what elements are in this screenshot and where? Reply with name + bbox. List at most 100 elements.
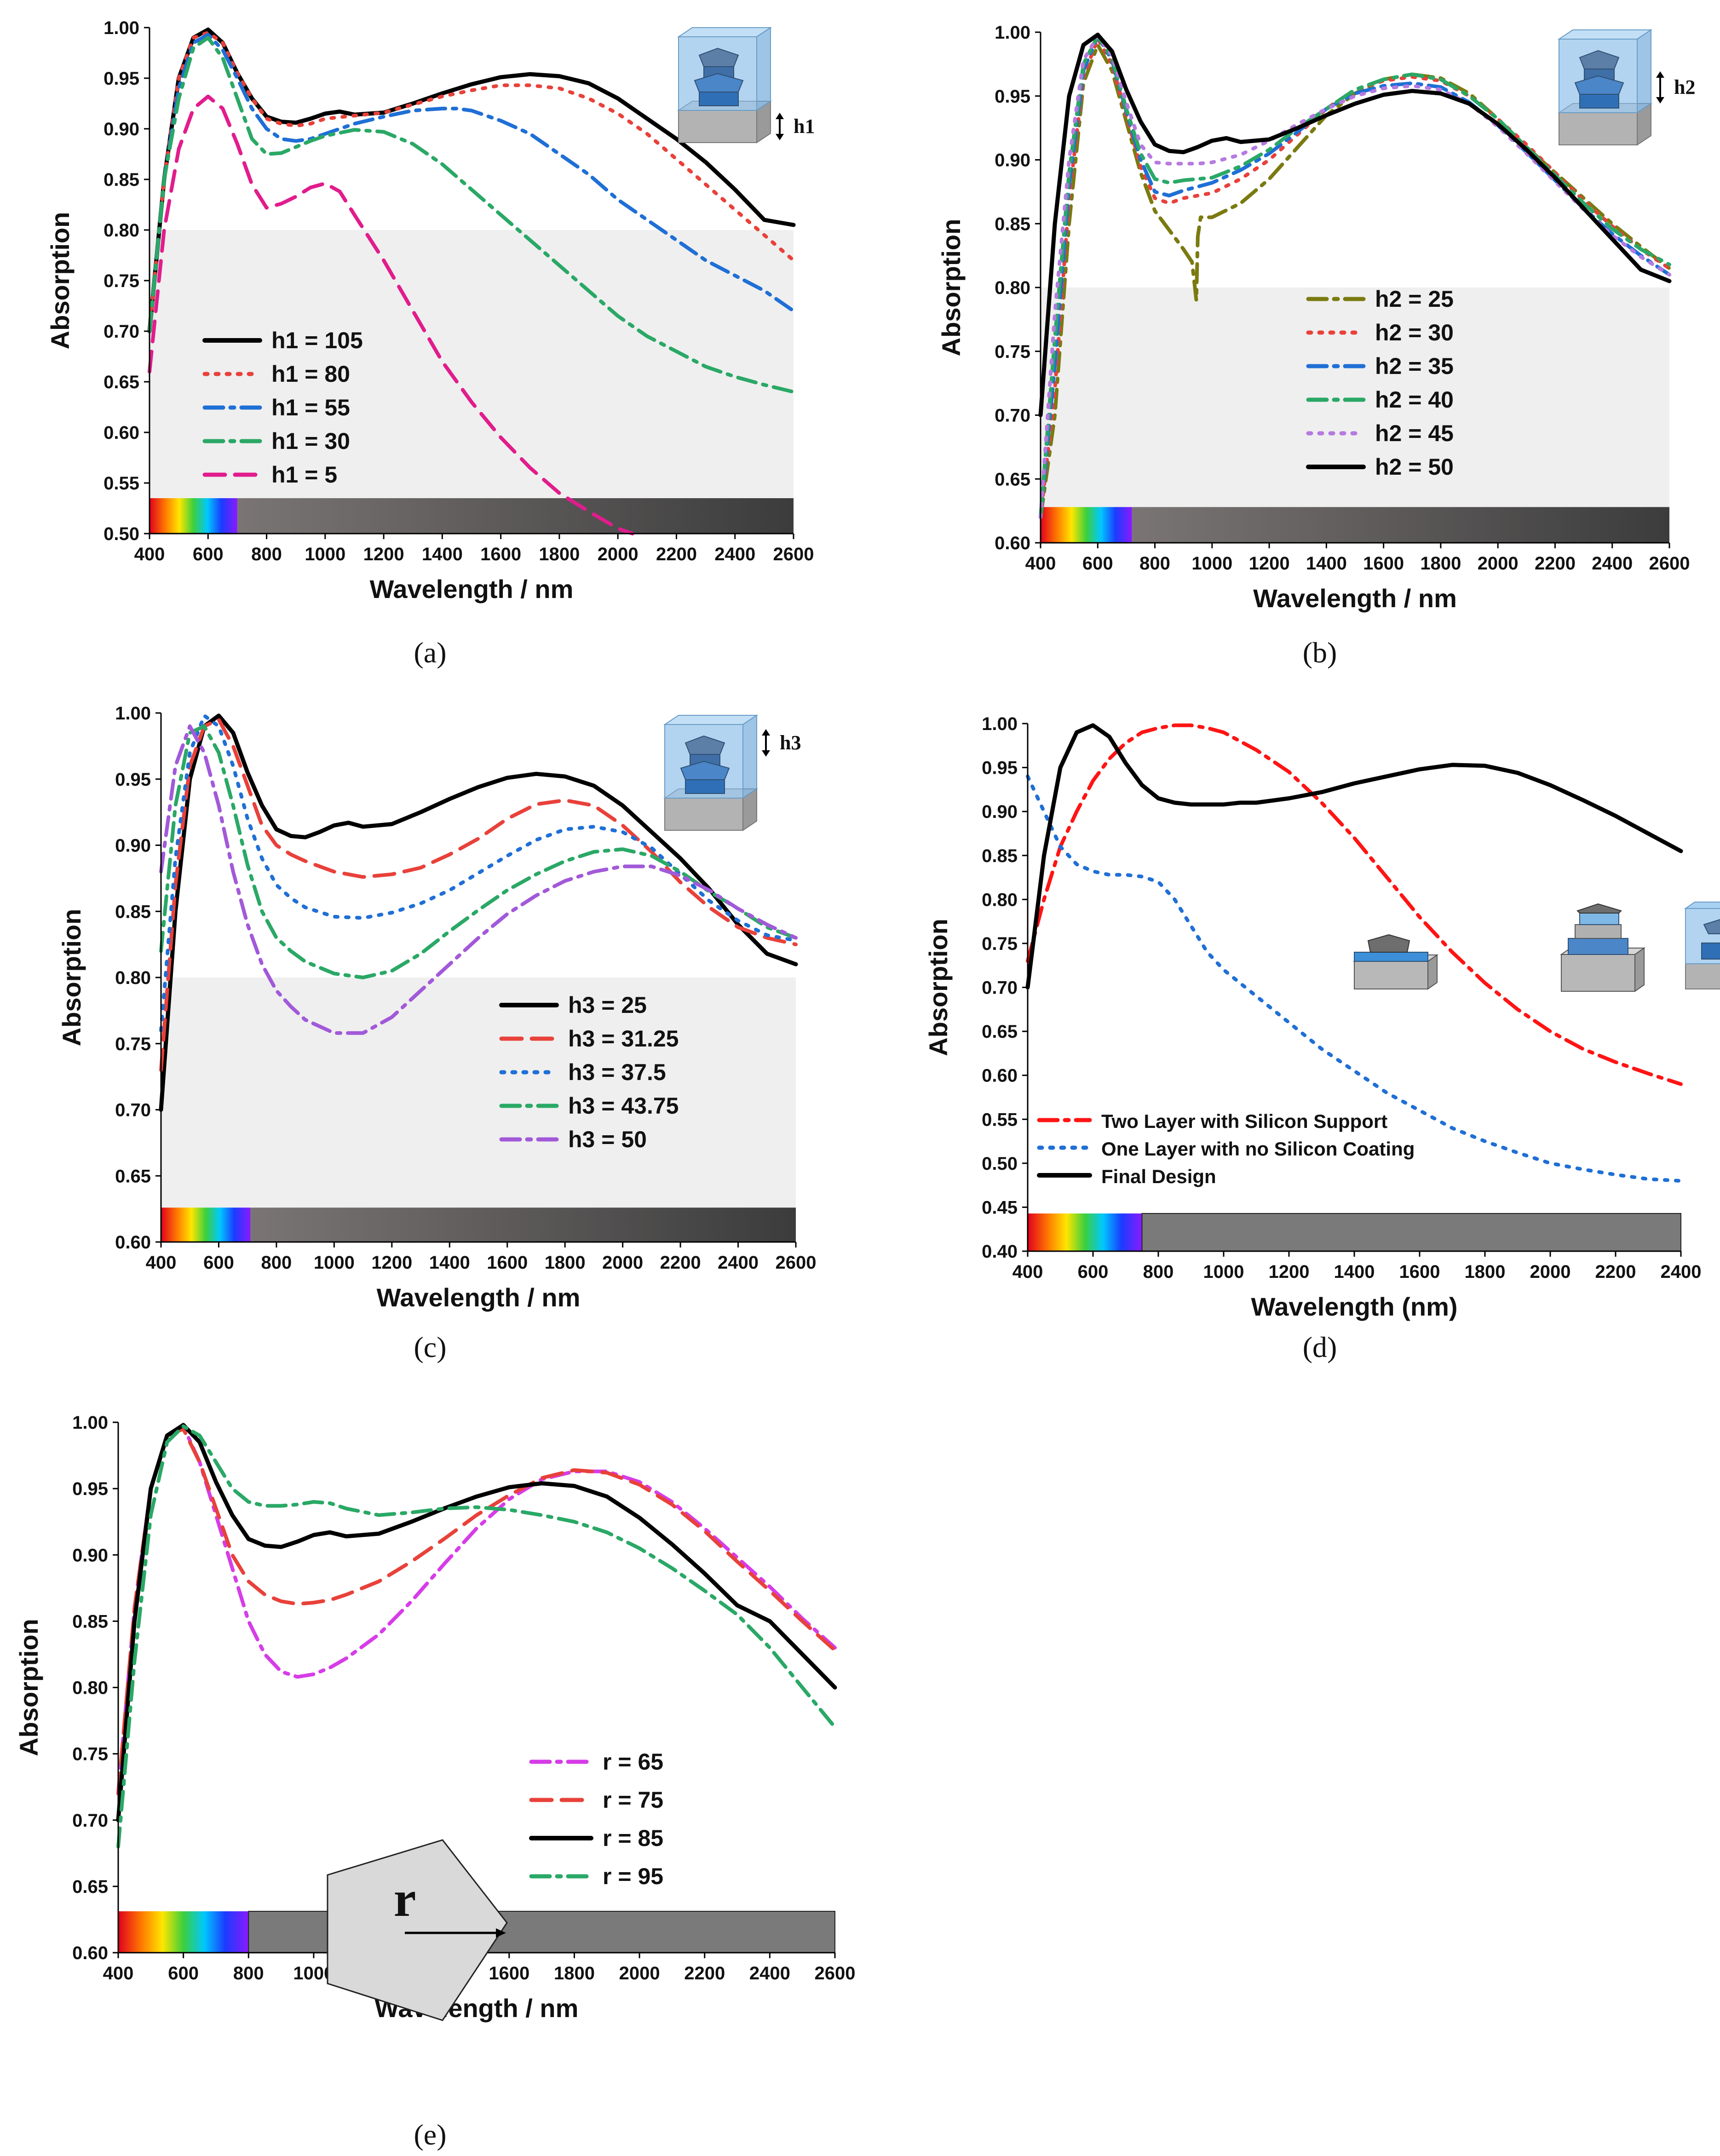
y-tick-label: 0.75 [982,934,1018,954]
x-tick-label: 2000 [1530,1262,1571,1282]
legend-label: h3 = 31.25 [568,1026,679,1052]
legend-label: One Layer with no Silicon Coating [1101,1138,1415,1160]
chart-panel-a: 0.50 0.55 0.60 0.65 0.70 0.75 0.80 0.85 0.90 0.95… [46,18,815,669]
y-tick-label: 0.40 [982,1242,1018,1262]
x-tick-label: 600 [193,544,224,564]
y-tick-label: 0.75 [115,1034,151,1054]
y-tick-label: 1.00 [982,714,1018,734]
visible-spectrum-bar [161,1207,251,1242]
pentagon-radius-icon: r [327,1839,508,2021]
x-tick-label: 400 [134,544,165,564]
x-axis-title: Wavelength / nm [1253,584,1457,613]
series-line-c-2 [159,718,798,1072]
grey-band [161,977,796,1208]
y-tick-label: 0.85 [72,1611,108,1632]
x-axis-title: Wavelength (nm) [1251,1292,1457,1321]
y-tick-label: 1.00 [72,1413,108,1433]
y-tick-label: 0.90 [72,1545,108,1565]
y-tick-label: 0.50 [104,524,139,544]
legend-label: h1 = 5 [271,462,337,488]
grey-band [1041,287,1669,507]
x-tick-label: 400 [146,1253,177,1273]
legend-label: h2 = 30 [1375,320,1454,345]
chart-panel-d: 0.40 0.45 0.50 0.55 0.60 0.65 0.70 0.75 0.80 0.85… [924,714,1720,1363]
x-tick-label: 800 [251,544,282,564]
x-tick-label: 1200 [1249,553,1290,574]
chart-panel-e: 0.60 0.65 0.70 0.75 0.80 0.85 0.90 0.95 1.00 400 6… [14,1413,856,2151]
infrared-bar [1132,507,1669,543]
x-tick-label: 2000 [1478,553,1519,574]
legend-label: Final Design [1101,1166,1216,1187]
x-tick-label: 1000 [1203,1262,1244,1282]
y-tick-label: 0.55 [982,1110,1018,1130]
x-tick-label: 1600 [1399,1262,1440,1282]
x-tick-label: 800 [233,1963,264,1984]
y-tick-label: 0.95 [115,770,151,790]
series-line-a-1 [147,27,796,333]
legend-label: h2 = 35 [1375,353,1454,379]
series-line-b-6 [1038,33,1672,417]
x-tick-label: 2000 [602,1253,643,1273]
infrared-bar [237,498,794,534]
y-tick-label: 0.75 [995,342,1030,362]
structure-inset-icon: h1 [677,27,815,144]
x-tick-label: 2600 [776,1253,817,1273]
y-tick-label: 0.60 [995,533,1030,553]
x-tick-label: 1000 [1191,553,1232,574]
legend-label: Two Layer with Silicon Support [1101,1110,1387,1132]
y-tick-label: 0.80 [72,1678,108,1698]
y-tick-label: 0.60 [104,423,139,443]
x-tick-label: 2200 [1595,1262,1636,1282]
y-axis-title: Absorption [937,219,966,356]
legend-label: r = 75 [603,1787,663,1813]
series-line-a-5 [148,94,634,535]
y-tick-label: 0.80 [995,278,1030,298]
x-tick-label: 600 [203,1253,234,1273]
y-tick-label: 0.80 [104,220,139,241]
legend-label: h3 = 25 [568,992,647,1018]
x-axis-title: Wavelength / nm [370,575,574,604]
legend-label: h2 = 25 [1375,286,1454,312]
y-tick-label: 0.80 [982,890,1018,910]
y-tick-label: 1.00 [115,703,151,724]
x-tick-label: 2000 [619,1963,660,1984]
panel-label: (a) [414,636,446,669]
panel-label: (b) [1303,636,1337,669]
inset-height-label: h1 [794,115,815,138]
x-tick-label: 1600 [487,1253,528,1273]
x-tick-label: 2200 [656,544,697,564]
x-tick-label: 1400 [429,1253,470,1273]
x-tick-label: 1600 [480,544,521,564]
y-tick-label: 0.70 [104,322,139,342]
panel-label: (d) [1303,1331,1337,1363]
series-line-c-1 [159,713,798,1112]
x-tick-label: 2400 [718,1253,759,1273]
x-tick-label: 2600 [815,1963,856,1984]
legend-label: h2 = 40 [1375,387,1454,413]
x-tick-label: 1600 [489,1963,529,1984]
y-tick-label: 0.75 [104,271,139,291]
x-tick-label: 2600 [773,544,814,564]
y-tick-label: 0.75 [72,1744,108,1765]
x-tick-label: 1200 [1269,1262,1310,1282]
y-tick-label: 1.00 [104,18,139,38]
legend-label: h1 = 105 [271,328,363,353]
x-tick-label: 2000 [598,544,639,564]
legend-label: h3 = 43.75 [568,1093,679,1119]
final-design-structure-icon [1684,902,1720,989]
x-tick-label: 1400 [422,544,463,564]
y-tick-label: 0.90 [104,119,139,139]
x-tick-label: 400 [1025,553,1056,574]
y-tick-label: 0.85 [115,902,151,922]
x-tick-label: 400 [1012,1262,1043,1282]
chart-panel-b: 0.60 0.65 0.70 0.75 0.80 0.85 0.90 0.95 1.00 400 6… [937,23,1695,669]
two-layer-structure-icon [1559,903,1646,992]
x-tick-label: 1800 [1465,1262,1506,1282]
y-tick-label: 0.60 [115,1232,151,1253]
series-line-e-3 [116,1423,837,1823]
y-tick-label: 1.00 [995,23,1030,43]
y-tick-label: 0.55 [104,473,139,494]
series-line-a-2 [148,31,795,333]
y-tick-label: 0.80 [115,968,151,988]
inset-height-label: h2 [1674,76,1695,98]
